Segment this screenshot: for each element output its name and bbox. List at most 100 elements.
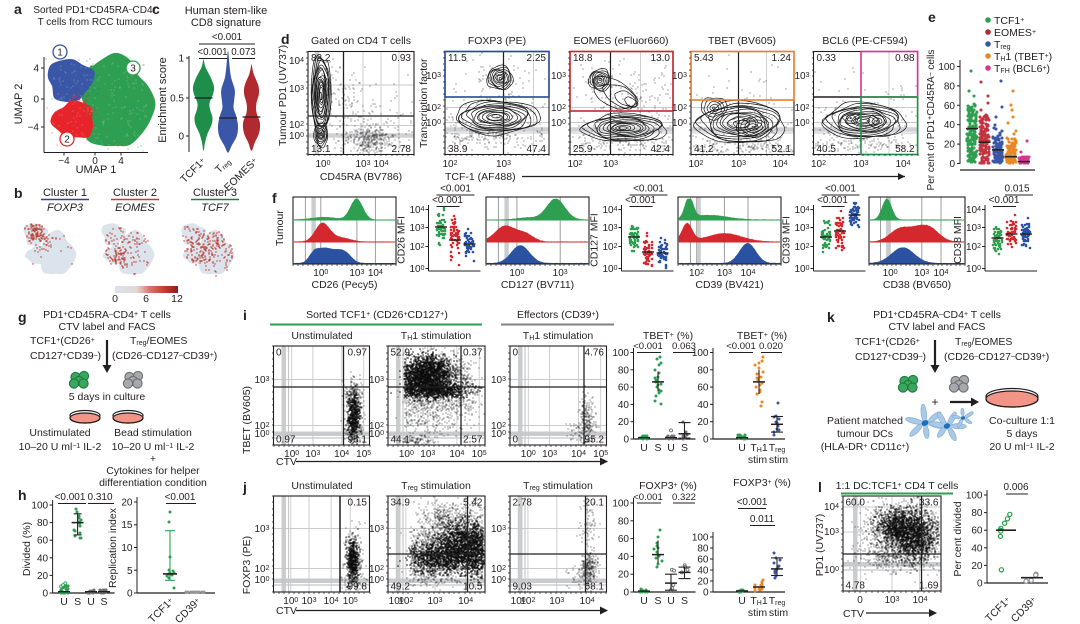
svg-text:2.57: 2.57 [463,435,483,446]
svg-text:0.93: 0.93 [392,53,412,64]
svg-text:99.8: 99.8 [348,582,368,593]
svg-text:FOXP3 (PE): FOXP3 (PE) [241,536,253,594]
svg-text:100: 100 [369,429,384,440]
svg-text:Enrichment score: Enrichment score [157,57,169,143]
svg-text:102: 102 [567,159,582,170]
svg-text:103: 103 [369,375,384,386]
svg-text:TBET (BV605): TBET (BV605) [241,386,253,454]
svg-text:0: 0 [513,348,519,359]
svg-text:0.310: 0.310 [87,492,112,503]
svg-text:Replication index: Replication index [107,507,119,588]
svg-text:105: 105 [472,449,487,460]
svg-text:FOXP3+ (%): FOXP3+ (%) [639,480,697,492]
svg-text:5: 5 [127,566,133,577]
svg-text:42.4: 42.4 [651,144,671,155]
svg-text:100: 100 [491,429,506,440]
svg-text:10.5: 10.5 [463,582,483,593]
svg-text:100: 100 [511,596,526,607]
svg-text:100: 100 [672,118,687,129]
svg-text:Divided (%): Divided (%) [21,522,33,576]
svg-text:100: 100 [254,429,269,440]
svg-text:<0.001: <0.001 [825,184,856,195]
svg-text:102: 102 [426,103,441,114]
svg-text:Transcription factor: Transcription factor [418,58,430,148]
svg-text:Sorted PD1+CD45RA–CD4+: Sorted PD1+CD45RA–CD4+ [33,5,156,16]
svg-text:TH1 (TBET+): TH1 (TBET+) [994,51,1052,63]
svg-text:100: 100 [509,268,524,279]
svg-text:Cluster 2: Cluster 2 [113,187,157,199]
svg-text:103: 103 [717,268,732,279]
svg-text:44.1: 44.1 [391,435,411,446]
svg-text:TCF1+: TCF1+ [994,15,1024,27]
svg-text:EOMES: EOMES [115,202,155,214]
svg-text:104: 104 [772,159,787,170]
svg-text:104: 104 [409,205,424,216]
svg-text:100: 100 [692,533,709,544]
svg-text:9.03: 9.03 [513,582,533,593]
svg-text:CD8 signature: CD8 signature [191,17,261,29]
svg-text:60: 60 [618,534,630,545]
svg-text:+: + [931,395,938,409]
svg-text:102: 102 [551,103,566,114]
svg-text:102: 102 [254,564,269,575]
svg-text:TH1 stimulation: TH1 stimulation [523,330,594,342]
svg-text:100: 100 [966,491,983,502]
svg-text:102: 102 [689,268,704,279]
svg-text:Treg stimulation: Treg stimulation [401,480,471,492]
svg-text:100: 100 [966,264,981,275]
svg-text:80: 80 [618,365,630,376]
svg-text:0.5: 0.5 [170,94,184,105]
svg-text:TH1: TH1 [750,442,767,454]
svg-text:83.2: 83.2 [311,53,331,64]
svg-text:Unstimulated: Unstimulated [291,330,352,342]
svg-text:0: 0 [276,348,282,359]
svg-text:25.9: 25.9 [573,144,593,155]
svg-text:g: g [18,309,27,325]
svg-text:104: 104 [824,502,839,513]
svg-text:100: 100 [369,575,384,586]
svg-text:104: 104 [966,205,981,216]
svg-text:CD26 MFI: CD26 MFI [396,216,408,264]
svg-text:S: S [681,595,688,607]
svg-text:33.6: 33.6 [919,498,939,509]
svg-text:103: 103 [542,449,557,460]
svg-text:103: 103 [672,71,687,82]
svg-text:20: 20 [121,498,133,509]
svg-text:l: l [818,479,822,495]
svg-text:40.5: 40.5 [817,144,837,155]
svg-text:0: 0 [127,589,133,600]
svg-text:Patient matched: Patient matched [827,415,903,427]
svg-text:4.78: 4.78 [846,581,866,592]
svg-text:0: 0 [513,435,519,446]
svg-text:TCF1+(CD26+: TCF1+(CD26+ [855,336,920,348]
svg-text:2: 2 [64,135,70,146]
svg-text:5.42: 5.42 [463,498,483,509]
svg-text:103: 103 [355,159,370,170]
svg-text:0: 0 [92,156,98,167]
svg-text:b: b [14,185,23,201]
svg-text:TH1 stimulation: TH1 stimulation [401,330,472,342]
svg-text:Cluster 3: Cluster 3 [193,187,237,199]
svg-text:100: 100 [31,501,48,512]
svg-text:CD127+CD39–): CD127+CD39–) [30,350,101,362]
svg-text:80: 80 [697,365,709,376]
svg-text:80: 80 [618,516,630,527]
svg-text:100: 100 [521,449,536,460]
svg-text:U: U [738,442,746,454]
svg-text:102: 102 [811,159,826,170]
svg-text:4: 4 [33,64,39,75]
svg-text:100: 100 [612,499,629,510]
svg-text:105: 105 [593,449,608,460]
svg-text:10: 10 [121,543,133,554]
svg-text:4: 4 [118,156,124,167]
svg-text:S: S [654,595,661,607]
svg-text:CD39 MFI: CD39 MFI [781,216,793,264]
svg-text:102: 102 [369,421,384,432]
svg-text:BCL6 (PE-CF594): BCL6 (PE-CF594) [822,35,907,47]
svg-text:U: U [667,595,675,607]
svg-text:18.8: 18.8 [573,53,593,64]
svg-text:20 U ml−1 IL-2: 20 U ml−1 IL-2 [989,441,1054,453]
svg-text:103: 103 [491,524,506,535]
svg-text:CD127 (BV711): CD127 (BV711) [501,279,574,291]
svg-text:20: 20 [971,561,983,572]
